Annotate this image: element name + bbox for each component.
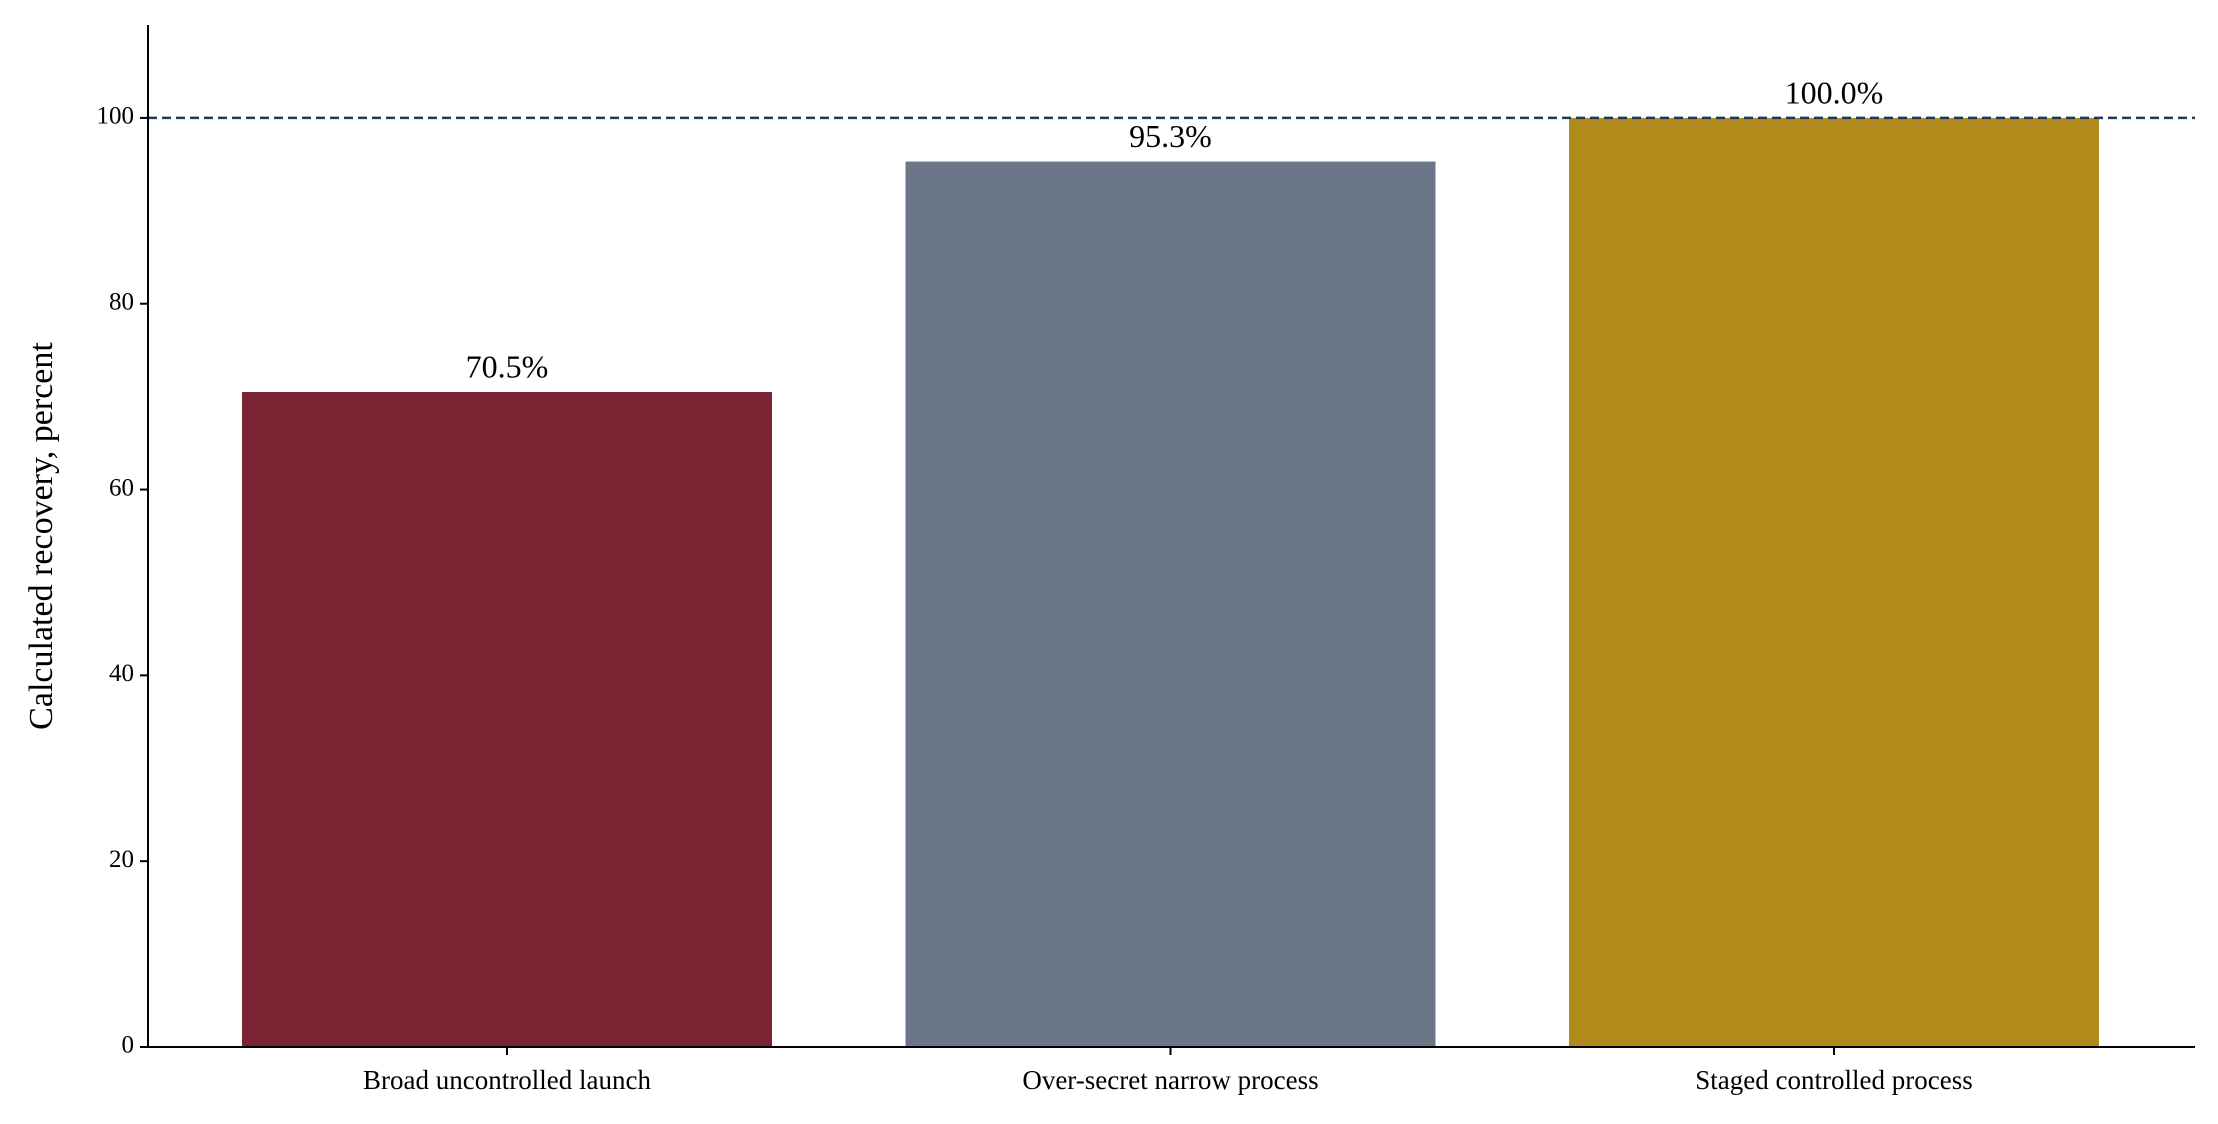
value-label: 70.5%	[466, 348, 549, 384]
x-tick-label: Staged controlled process	[1695, 1065, 1972, 1095]
x-tick-label: Over-secret narrow process	[1022, 1065, 1318, 1095]
value-label: 100.0%	[1785, 74, 1884, 110]
y-tick-label: 100	[97, 103, 135, 130]
y-tick-label: 0	[122, 1032, 135, 1059]
bar	[1569, 117, 2099, 1048]
y-tick-label: 60	[109, 474, 134, 501]
y-tick-label: 80	[109, 288, 134, 315]
bar	[905, 161, 1436, 1048]
value-label: 95.3%	[1129, 118, 1212, 154]
x-tick-label: Broad uncontrolled launch	[363, 1065, 651, 1095]
y-tick-label: 20	[109, 846, 134, 873]
y-tick-label: 40	[109, 660, 134, 687]
bar	[242, 391, 772, 1047]
y-axis-label: Calculated recovery, percent	[23, 342, 60, 730]
